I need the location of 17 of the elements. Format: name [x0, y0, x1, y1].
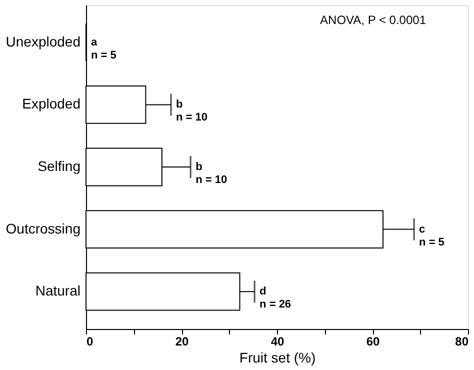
- annotation: c n = 5: [419, 223, 444, 248]
- y-tick-label: Unexploded: [6, 33, 80, 50]
- y-tick-label: Selfing: [38, 158, 80, 174]
- x-tick-label: 0: [86, 334, 94, 348]
- annotation: ANOVA, P < 0.0001: [320, 13, 426, 27]
- x-axis-title: Fruit set (%): [239, 350, 316, 366]
- annotation: b n = 10: [196, 161, 228, 186]
- x-tick-label: 80: [455, 334, 469, 348]
- annotation: a n = 5: [91, 36, 116, 62]
- y-tick-label: Natural: [35, 282, 80, 299]
- y-tick-label: Exploded: [22, 96, 80, 112]
- annotation: d n = 26: [260, 286, 292, 311]
- x-tick-label: 60: [366, 334, 380, 348]
- x-tick-label: 20: [175, 334, 189, 348]
- annotation: b n = 10: [176, 98, 208, 124]
- y-tick-label: Outcrossing: [6, 220, 80, 236]
- x-tick-label: 40: [270, 334, 284, 348]
